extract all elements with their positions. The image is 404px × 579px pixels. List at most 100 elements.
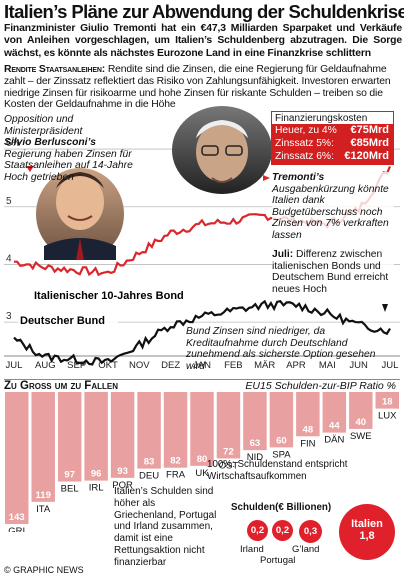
ita-series-label: Italienischer 10-Jahres Bond	[32, 288, 204, 302]
y-tick-label: 3	[6, 311, 12, 322]
bar-value-label: 80	[197, 454, 208, 465]
footer-credit: © GRAPHIC NEWS	[4, 565, 84, 575]
bar-category-label: FRA	[166, 470, 186, 481]
bar-category-label: NID	[247, 452, 264, 463]
bund-note: Bund Zinsen sind niedriger, da Kreditauf…	[186, 326, 376, 372]
section-divider	[4, 379, 400, 380]
bar	[349, 392, 373, 429]
x-tick-label: MAI	[319, 360, 336, 371]
bar-category-label: SPA	[272, 449, 291, 460]
bar-value-label: 83	[144, 457, 155, 468]
financing-row-label: Heuer, zu 4%	[275, 125, 337, 136]
bar-category-label: LUX	[378, 411, 397, 422]
financing-row: Zinssatz 5%: €85Mrd	[272, 137, 393, 150]
bar-category-label: IRL	[89, 483, 104, 494]
bar-value-label: 82	[170, 456, 181, 467]
bar-value-label: 40	[356, 417, 367, 428]
intro-body: Rendite sind die Zinsen, die eine Regier…	[4, 64, 391, 111]
bar-value-label: 44	[329, 421, 340, 432]
x-tick-label: JUN	[349, 360, 368, 371]
x-tick-label: NOV	[129, 360, 150, 371]
bar-value-label: 63	[250, 438, 261, 449]
x-tick-label: FEB	[224, 360, 242, 371]
bar-section-subtitle: EU15 Schulden-zur-BIP Ratio %	[245, 380, 396, 392]
debt-circle-portugal: 0,2	[272, 520, 293, 541]
bar	[190, 392, 214, 466]
debt-circle-irland: 0,2	[247, 520, 268, 541]
bar-value-label: 119	[36, 490, 51, 501]
bar	[31, 392, 55, 502]
bar-value-label: 96	[91, 469, 102, 480]
bar-category-label: BEL	[61, 484, 79, 495]
bar-category-label: UK	[195, 468, 209, 479]
x-tick-label: MÄR	[254, 360, 275, 371]
x-axis-ticks: JUL AUG SEP OKT NOV DEZ JAN FEB MÄR APR MAI JUN JUL	[6, 360, 399, 371]
debt-label-irland: Irland	[240, 544, 264, 555]
bar-value-label: 143	[9, 512, 25, 523]
ita-series-text: Italienischer 10-Jahres Bond	[34, 290, 184, 302]
debt-circle-italien: Italien 1,8	[339, 504, 395, 560]
bar-value-label: 18	[382, 397, 393, 408]
debt-italien-label: Italien	[351, 518, 383, 530]
debt-ratio-bar-chart: 143 GRI 119 ITA 97 BEL 96 IRL 93 POR 83 DEU 82 FRA 80 U…	[5, 392, 399, 532]
berlusconi-note-line1: Opposition und Ministerpräsident	[4, 114, 83, 137]
bar	[163, 392, 188, 468]
financing-row: Zinssatz 6%: €120Mrd	[272, 150, 393, 163]
bar-category-label: ITA	[36, 504, 51, 515]
berlusconi-portrait	[36, 168, 124, 260]
bars-group: 143 GRI 119 ITA 97 BEL 96 IRL 93 POR 83 DEU 82 FRA 80 U…	[5, 392, 399, 532]
bar-category-label: DEU	[139, 471, 159, 482]
y-tick-label: 4	[6, 253, 12, 264]
bar-category-label: GRI	[8, 526, 25, 532]
x-tick-label: APR	[286, 360, 306, 371]
bar-note: Italien’s Schulden sind höher als Griech…	[114, 486, 217, 568]
tremonti-name: Tremonti’s	[272, 172, 325, 183]
financing-row: Heuer, zu 4% €75Mrd	[272, 124, 393, 137]
bar-value-label: 97	[64, 470, 75, 481]
financing-row-label: Zinssatz 6%:	[275, 151, 334, 162]
y-axis-ticks: 6% 5 4 3	[6, 138, 21, 322]
german-bund-line	[13, 299, 391, 366]
deck: Finanzminister Giulio Tremonti hat ein €…	[4, 23, 402, 59]
x-tick-label: DEZ	[161, 360, 180, 371]
bar	[322, 392, 347, 433]
bar-value-label: 72	[223, 446, 234, 457]
tremonti-pointer-icon	[263, 175, 270, 181]
y-tick-label: 5	[6, 196, 12, 207]
bar-category-label: DÄN	[324, 435, 344, 446]
bar-section-title: Zu Gross um zu Fallen	[4, 380, 118, 392]
tremonti-note-rest: Ausgabenkürzung könnte Italien dank Budg…	[272, 183, 389, 241]
debt-circle-griechenland: 0,3	[299, 520, 322, 543]
bar	[110, 392, 135, 478]
x-tick-label: JUL	[6, 360, 23, 371]
bar-footnote: 100%: Schuldenstand entspricht Wirtschaf…	[207, 459, 348, 482]
bar	[375, 392, 399, 409]
bar	[269, 392, 294, 448]
bar-value-label: 48	[303, 424, 314, 435]
financing-row-value: €85Mrd	[350, 137, 389, 149]
debt-title: Schulden(€ Billionen)	[231, 502, 332, 513]
debt-label-griechenland: G’land	[292, 544, 320, 555]
headline: Italien’s Pläne zur Abwendung der Schuld…	[4, 1, 404, 22]
tremonti-portrait	[172, 106, 272, 194]
bar-value-label: 93	[117, 466, 128, 477]
july-note-rest: Differenz zwischen italienischen Bonds u…	[272, 249, 389, 295]
bar	[5, 392, 29, 524]
bund-series-label: Deutscher Bund	[18, 313, 118, 327]
financing-row-label: Zinssatz 5%:	[275, 138, 334, 149]
berlusconi-pointer-icon	[26, 166, 34, 172]
bar-value-label: 60	[276, 435, 287, 446]
bar	[243, 392, 267, 451]
berlusconi-name: Silvio Berlusconi’s	[4, 137, 96, 149]
july-note-lead: Juli:	[272, 249, 294, 260]
bar	[296, 392, 320, 437]
berlusconi-note: Opposition und Ministerpräsident Silvio …	[4, 114, 134, 184]
y-tick-label: 6%	[6, 138, 21, 149]
intro-text: Rendite Staatsanleihen: Rendite sind die…	[4, 64, 400, 111]
bar-category-label: FIN	[300, 438, 315, 449]
bund-series-text: Deutscher Bund	[20, 315, 105, 327]
july-pointer-icon	[382, 304, 388, 312]
bar-category-label: POR	[112, 480, 133, 491]
bar	[137, 392, 161, 469]
berlusconi-note-rest: Regierung haben Zinsen für Staatsanleihe…	[4, 148, 133, 183]
